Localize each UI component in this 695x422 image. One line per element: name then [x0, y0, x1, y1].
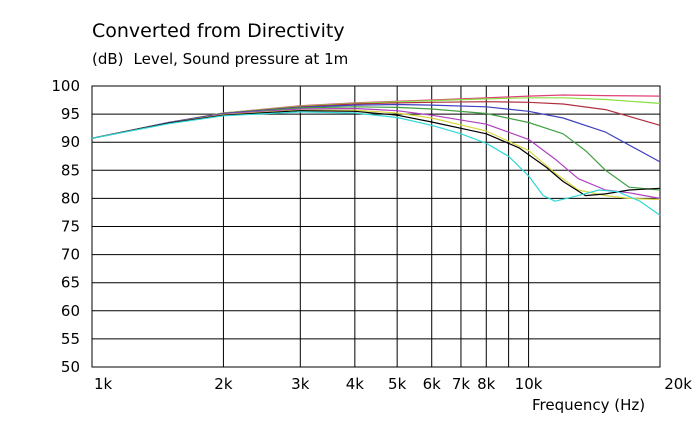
x-tick-label: 2k [214, 375, 233, 393]
series-line-8 [91, 110, 661, 197]
chart-subtitle: (dB) Level, Sound pressure at 1m [92, 50, 348, 68]
y-axis-label: Level, Sound pressure at 1m [133, 50, 349, 68]
series-line-7 [91, 109, 661, 201]
y-tick-label: 90 [61, 133, 80, 151]
x-tick-label: 7k [452, 375, 471, 393]
chart-title: Converted from Directivity [92, 20, 345, 42]
x-gridlines [222, 86, 530, 367]
y-tick-label: 70 [61, 246, 80, 264]
x-tick-label: 6k [423, 375, 442, 393]
y-gridlines [92, 113, 660, 340]
series-line-5 [91, 106, 661, 191]
x-tick-label: 5k [388, 375, 407, 393]
y-tick-label: 60 [61, 302, 80, 320]
y-tick-label: 100 [51, 77, 80, 95]
x-tick-label: 10k [515, 375, 543, 393]
y-tick-label: 85 [61, 161, 80, 179]
x-tick-label: 3k [291, 375, 310, 393]
series-line-1 [91, 94, 661, 139]
y-tick-label: 80 [61, 189, 80, 207]
x-tick-label: 4k [346, 375, 365, 393]
x-tick-label: 20k [664, 375, 692, 393]
y-tick-label: 95 [61, 105, 80, 123]
x-tick-labels: 1k 2k 3k 4k 5k 6k 7k 8k 10k 20k [94, 375, 692, 393]
y-unit-label: (dB) [92, 50, 124, 68]
series-line-9 [91, 111, 661, 216]
x-axis-label: Frequency (Hz) [532, 396, 646, 414]
y-tick-labels: 100 95 90 85 80 75 70 65 60 55 50 [51, 77, 80, 376]
y-tick-label: 65 [61, 274, 80, 292]
series-lines [91, 94, 661, 216]
y-tick-label: 75 [61, 218, 80, 236]
y-tick-label: 55 [61, 330, 80, 348]
x-tick-label: 8k [477, 375, 496, 393]
y-tick-label: 50 [61, 358, 80, 376]
series-line-6 [91, 107, 661, 199]
x-tick-label: 1k [94, 375, 113, 393]
